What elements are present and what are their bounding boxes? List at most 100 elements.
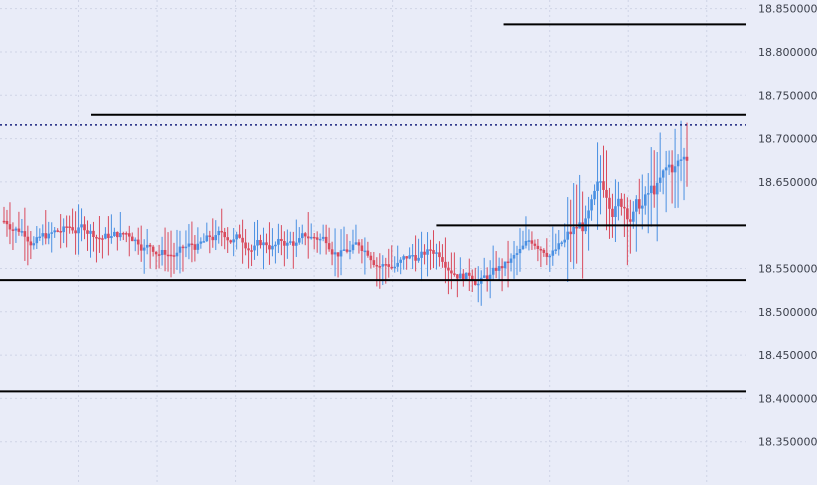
candle-body [324, 236, 328, 244]
y-tick-label: 18.500000 [758, 306, 817, 319]
candle-body [68, 226, 71, 228]
candle-body [429, 249, 432, 251]
candle-body [444, 261, 447, 268]
candle-body [640, 205, 644, 209]
candle-body [670, 164, 674, 173]
candle-body [148, 244, 152, 247]
candle-body [518, 248, 522, 254]
candle-body [214, 235, 218, 241]
candle-body [202, 241, 206, 243]
candle-body [277, 238, 280, 245]
candle-body [238, 234, 241, 238]
candle-body [95, 237, 98, 239]
candle-body [265, 242, 268, 246]
candle-body [220, 230, 224, 233]
candle-body [521, 245, 525, 249]
candle-body [193, 244, 197, 250]
candle-body [142, 247, 146, 251]
candle-body [62, 226, 65, 233]
candle-body [226, 237, 229, 241]
candle-body [14, 228, 18, 231]
candle-body [163, 249, 167, 255]
candle-body [110, 236, 113, 239]
candle-body [8, 224, 12, 230]
candle-body [497, 266, 501, 271]
candle-body [145, 244, 149, 248]
candle-body [38, 236, 42, 239]
candle-body [432, 250, 435, 254]
candle-body [488, 274, 492, 279]
candle-body [223, 231, 227, 238]
candle-body [17, 228, 21, 232]
candle-body [71, 227, 74, 231]
y-tick-label: 18.700000 [758, 133, 817, 146]
candle-body [11, 229, 15, 231]
candle-body [637, 199, 641, 209]
candle-body [470, 275, 474, 281]
candle-body [590, 199, 593, 211]
candle-body [664, 167, 668, 171]
candle-body [524, 240, 528, 246]
candle-body [339, 250, 343, 257]
candle-body [154, 251, 158, 255]
candle-body [107, 233, 110, 239]
candle-body [450, 270, 453, 274]
candle-body [399, 259, 402, 263]
candle-body [506, 261, 510, 264]
candle-body [417, 257, 420, 261]
candle-body [626, 208, 629, 220]
candle-body [199, 241, 203, 244]
y-tick-label: 18.550000 [758, 262, 817, 275]
grid-layer [0, 0, 746, 485]
candle-body [459, 273, 462, 279]
candle-body [250, 250, 253, 252]
candle-body [673, 166, 677, 173]
candle-body [408, 255, 411, 259]
candle-body [321, 236, 325, 239]
candles-layer [2, 120, 689, 306]
candle-body [456, 274, 459, 279]
candle-body [569, 231, 572, 235]
candle-body [575, 226, 578, 229]
candle-body [80, 224, 83, 228]
candle-body [83, 224, 86, 231]
candle-body [178, 246, 182, 253]
candle-body [354, 242, 358, 245]
candle-body [602, 181, 605, 190]
candle-body [426, 249, 429, 255]
candle-body [211, 236, 215, 241]
candle-body [113, 231, 116, 237]
candle-body [244, 242, 247, 249]
candle-body [608, 197, 611, 209]
candle-body [136, 239, 140, 245]
candle-body [286, 242, 289, 246]
candle-body [462, 273, 465, 280]
y-axis-background [746, 0, 817, 485]
candle-body [50, 232, 54, 234]
candle-body [294, 242, 298, 246]
candle-body [247, 248, 250, 251]
candle-body [596, 181, 599, 191]
candle-body [280, 238, 283, 242]
candle-body [485, 275, 489, 279]
candle-body [500, 266, 504, 269]
candle-body [536, 245, 540, 249]
candle-body [56, 230, 59, 232]
candle-body [593, 190, 596, 200]
candle-body [217, 230, 221, 236]
candle-body [509, 258, 513, 263]
candle-body [617, 198, 620, 207]
candle-body [381, 264, 385, 267]
candle-body [318, 238, 322, 241]
candle-body [351, 244, 355, 251]
candle-body [74, 230, 77, 234]
candle-body [476, 283, 480, 286]
candle-body [646, 193, 650, 195]
candle-body [643, 194, 647, 206]
candle-body [438, 252, 441, 258]
candle-body [241, 237, 244, 243]
candle-body [65, 226, 68, 228]
candle-body [122, 233, 125, 235]
